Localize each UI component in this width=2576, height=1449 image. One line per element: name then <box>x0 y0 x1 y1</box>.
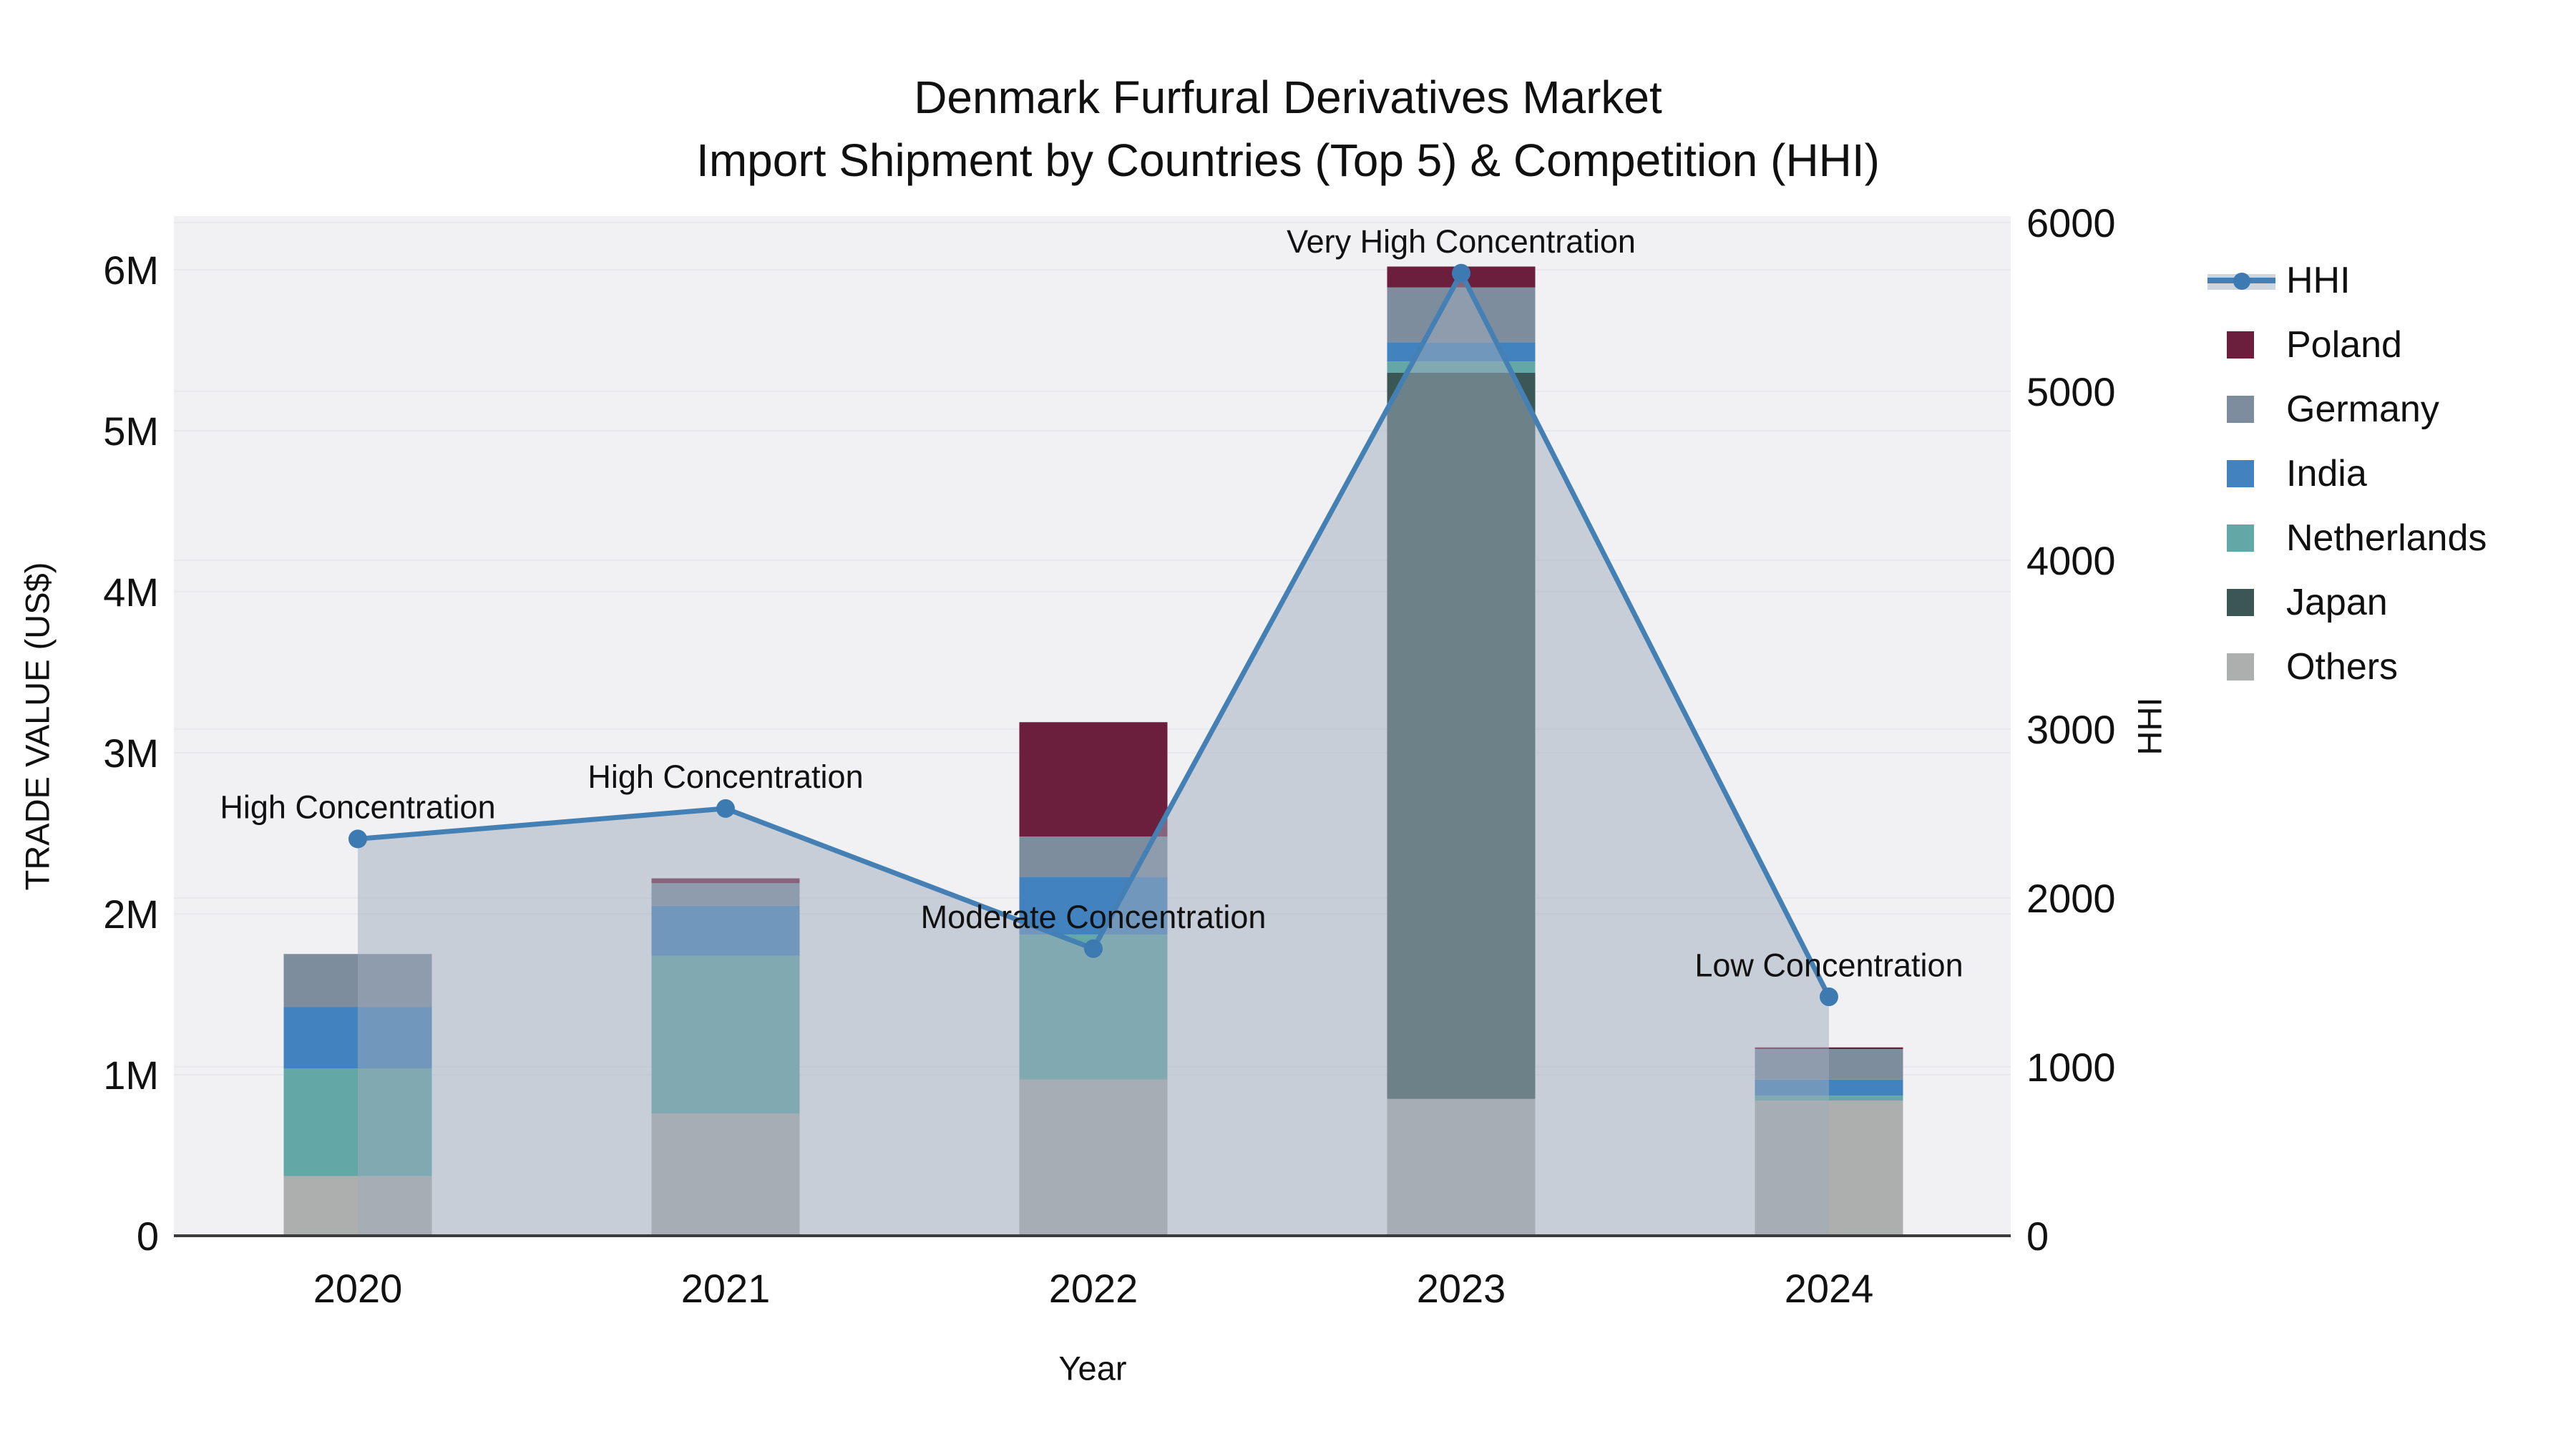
x-tick-2020: 2020 <box>313 1266 403 1311</box>
x-tick-2024: 2024 <box>1785 1266 1874 1311</box>
legend-color-swatch-netherlands <box>2227 525 2254 552</box>
annotation-2022: Moderate Concentration <box>921 899 1267 935</box>
chart-title: Denmark Furfural Derivatives Market Impo… <box>0 66 2576 192</box>
hhi-marker-2024[interactable] <box>1820 987 1838 1007</box>
legend-hhi-marker-dot <box>2233 273 2250 290</box>
x-tick-2022: 2022 <box>1049 1266 1138 1311</box>
annotation-2021: High Concentration <box>587 758 863 795</box>
hhi-marker-2023[interactable] <box>1452 263 1470 283</box>
x-tick-2023: 2023 <box>1417 1266 1506 1311</box>
y-left-tick-4M: 4M <box>103 570 159 615</box>
x-axis-title: Year <box>1058 1349 1127 1387</box>
legend-label-india: India <box>2286 453 2367 494</box>
legend-label-others: Others <box>2286 646 2399 688</box>
y-left-tick-2M: 2M <box>103 892 159 937</box>
legend-item-hhi[interactable]: HHI <box>2207 248 2487 313</box>
chart-title-line2: Import Shipment by Countries (Top 5) & C… <box>696 135 1880 186</box>
y-right-tick-6000: 6000 <box>2026 200 2116 245</box>
chart-title-line1: Denmark Furfural Derivatives Market <box>914 72 1662 123</box>
legend-label-germany: Germany <box>2286 389 2439 430</box>
legend-item-japan[interactable]: Japan <box>2207 570 2487 635</box>
y-right-tick-3000: 3000 <box>2026 707 2116 752</box>
hhi-marker-2022[interactable] <box>1084 939 1103 958</box>
annotation-2023: Very High Concentration <box>1287 223 1636 260</box>
legend-item-netherlands[interactable]: Netherlands <box>2207 506 2487 570</box>
y-right-tick-2000: 2000 <box>2026 876 2116 921</box>
y-left-tick-0: 0 <box>137 1214 159 1259</box>
hhi-marker-2021[interactable] <box>716 799 735 818</box>
x-tick-2021: 2021 <box>681 1266 771 1311</box>
y-left-tick-6M: 6M <box>103 248 159 293</box>
legend-color-swatch-germany <box>2227 396 2254 423</box>
legend-item-india[interactable]: India <box>2207 441 2487 506</box>
bar-segment-poland-2022[interactable] <box>1019 722 1168 836</box>
legend-color-swatch-japan <box>2227 589 2254 616</box>
legend-label-hhi: HHI <box>2286 260 2351 301</box>
y-right-tick-4000: 4000 <box>2026 538 2116 583</box>
y-left-tick-1M: 1M <box>103 1053 159 1098</box>
legend-color-swatch-india <box>2227 460 2254 487</box>
y-left-tick-5M: 5M <box>103 409 159 454</box>
annotation-2024: Low Concentration <box>1694 947 1963 983</box>
y-right-tick-0: 0 <box>2026 1214 2049 1259</box>
legend-color-swatch-poland <box>2227 331 2254 358</box>
legend-label-netherlands: Netherlands <box>2286 517 2487 559</box>
legend-label-japan: Japan <box>2286 582 2388 623</box>
legend-hhi-line-swatch <box>2207 266 2275 295</box>
hhi-area-fill <box>358 273 1829 1236</box>
y-left-tick-3M: 3M <box>103 731 159 776</box>
y-right-tick-5000: 5000 <box>2026 369 2116 414</box>
legend-item-germany[interactable]: Germany <box>2207 377 2487 441</box>
legend-color-swatch-others <box>2227 653 2254 680</box>
legend-item-poland[interactable]: Poland <box>2207 313 2487 377</box>
legend: HHI Poland Germany India Netherlands Japan Oth… <box>2207 248 2487 699</box>
legend-item-others[interactable]: Others <box>2207 635 2487 699</box>
annotation-2020: High Concentration <box>220 789 495 826</box>
y-right-tick-1000: 1000 <box>2026 1045 2116 1090</box>
legend-label-poland: Poland <box>2286 324 2402 366</box>
hhi-marker-2020[interactable] <box>348 829 367 849</box>
